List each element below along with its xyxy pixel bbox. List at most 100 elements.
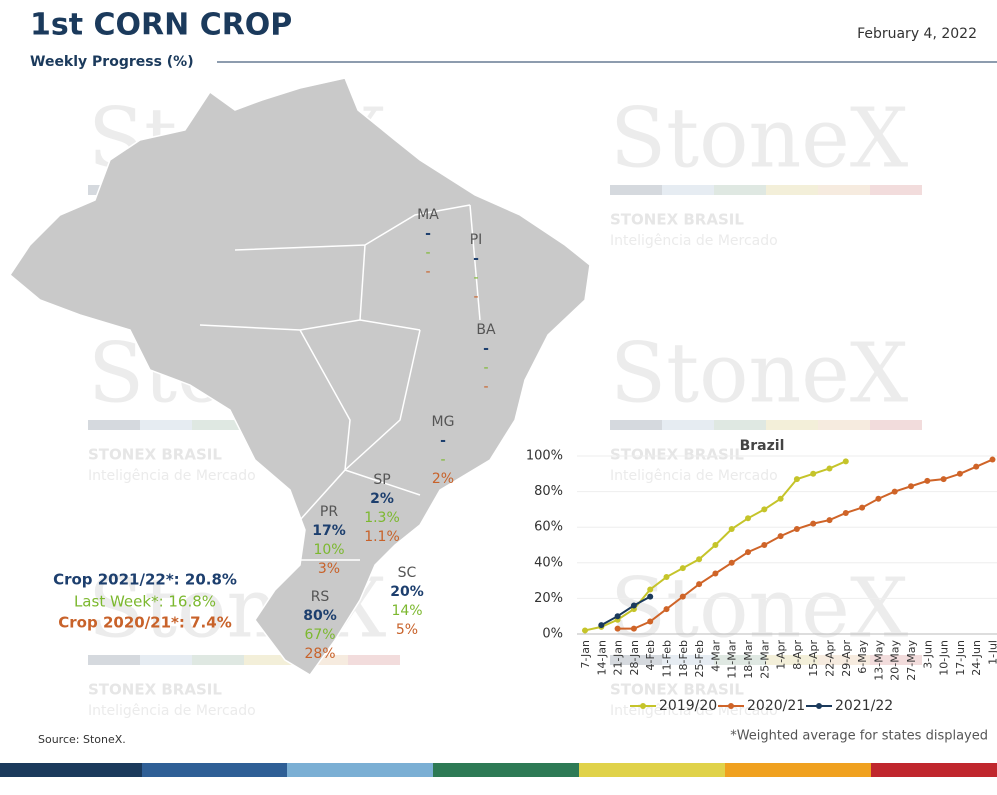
watermark-stripe <box>140 655 192 665</box>
state-value: 3% <box>318 561 340 577</box>
legend-label: 2020/21 <box>747 698 805 714</box>
state-borders <box>199 204 481 561</box>
series-point <box>940 476 947 483</box>
watermark-stripe <box>870 185 922 195</box>
series-point <box>647 586 654 593</box>
series-point <box>777 533 784 540</box>
state-value: - <box>440 433 446 449</box>
series-point <box>777 495 784 502</box>
legend-swatch-dot <box>640 703 646 709</box>
state-value: 5% <box>396 622 418 638</box>
y-tick-label: 60% <box>534 520 563 535</box>
state-value: 1.3% <box>364 510 400 526</box>
watermark-stripe <box>714 185 766 195</box>
x-tick-label: 25-Feb <box>693 640 706 677</box>
legend-label: 2021/22 <box>835 698 893 714</box>
series-point <box>728 525 735 532</box>
x-tick-label: 21-Jan <box>612 640 625 676</box>
x-tick-label: 15-Apr <box>807 640 820 677</box>
series-point <box>728 559 735 566</box>
series-point <box>875 495 882 502</box>
watermark-stripe <box>88 420 140 430</box>
series-point <box>614 613 621 620</box>
watermark-brand: StoneX <box>610 327 908 422</box>
watermark-name: STONEX BRASIL <box>88 446 222 464</box>
watermark-stripe <box>714 655 766 665</box>
watermark-stripe <box>818 185 870 195</box>
state-value: 10% <box>313 542 344 558</box>
source: Source: StoneX. <box>38 733 126 746</box>
state-value: - <box>483 379 488 395</box>
x-tick-label: 3-Jun <box>921 640 934 669</box>
color-bar <box>433 763 579 777</box>
series-point <box>989 456 996 463</box>
legend-swatch-dot <box>728 703 734 709</box>
watermark-stripe <box>140 420 192 430</box>
date: February 4, 2022 <box>857 26 977 42</box>
watermark-brand: StoneX <box>610 92 908 187</box>
watermark-tagline: Inteligência de Mercado <box>610 468 778 484</box>
y-tick-label: 40% <box>534 555 563 570</box>
series-point <box>745 549 751 556</box>
x-tick-label: 25-Mar <box>758 640 771 679</box>
state-value: 2% <box>370 491 394 507</box>
watermark-stripe <box>870 420 922 430</box>
state-value: - <box>473 251 479 267</box>
x-tick-label: 18-Feb <box>677 640 690 677</box>
watermark-stripe <box>610 185 662 195</box>
series-point <box>598 622 605 629</box>
watermark-stripe <box>766 655 818 665</box>
x-tick-label: 29-Apr <box>840 640 853 677</box>
state-value: - <box>440 452 445 468</box>
series-point <box>924 477 931 484</box>
watermark-stripe <box>766 185 818 195</box>
series-point <box>679 593 686 600</box>
state-value: - <box>425 264 430 280</box>
x-tick-label: 27-May <box>905 640 918 681</box>
watermark-stripe <box>348 655 400 665</box>
watermark-stripe <box>662 655 714 665</box>
x-tick-label: 11-Mar <box>726 640 739 679</box>
watermark-name: STONEX BRASIL <box>610 446 744 464</box>
color-bar <box>579 763 725 777</box>
state-name: PR <box>320 504 338 520</box>
state-name: SP <box>373 472 390 488</box>
series-point <box>908 483 914 490</box>
series-point <box>810 470 817 477</box>
summary-previous: Crop 2020/21*: 7.4% <box>58 614 231 632</box>
state-value: 1.1% <box>364 529 400 545</box>
x-tick-label: 14-Jan <box>595 640 608 676</box>
watermark-stripe <box>818 655 870 665</box>
series-point <box>663 574 670 581</box>
series-line <box>600 595 651 626</box>
series-point <box>582 627 588 634</box>
state-value: - <box>473 289 478 305</box>
legend-item: 2019/20 <box>630 698 717 714</box>
chart-title: Brazil <box>740 438 785 454</box>
series-point <box>614 625 621 632</box>
watermark-stripe <box>192 655 244 665</box>
state-name: BA <box>476 322 496 338</box>
state-name: MA <box>417 207 439 223</box>
color-bar <box>287 763 433 777</box>
series-point <box>842 509 849 516</box>
state-value: - <box>483 360 488 376</box>
series-point <box>696 556 703 563</box>
state-value: 67% <box>304 627 335 643</box>
state-value: 80% <box>303 608 337 624</box>
watermark-tagline: Inteligência de Mercado <box>610 233 778 249</box>
legend-swatch-dot <box>816 703 822 709</box>
x-tick-label: 7-Jan <box>579 640 592 669</box>
state-value: 2% <box>432 471 454 487</box>
x-tick-label: 4-Feb <box>644 640 657 670</box>
watermark-name: STONEX BRASIL <box>88 681 222 699</box>
watermark-stripe <box>662 185 714 195</box>
series-point <box>630 625 637 632</box>
series-point <box>745 515 751 522</box>
y-tick-label: 0% <box>542 627 563 642</box>
note: *Weighted average for states displayed <box>730 729 988 744</box>
legend-item: 2020/21 <box>718 698 805 714</box>
subtitle: Weekly Progress (%) <box>30 54 194 70</box>
state-value: - <box>425 226 431 242</box>
x-tick-label: 8-Apr <box>791 640 804 670</box>
